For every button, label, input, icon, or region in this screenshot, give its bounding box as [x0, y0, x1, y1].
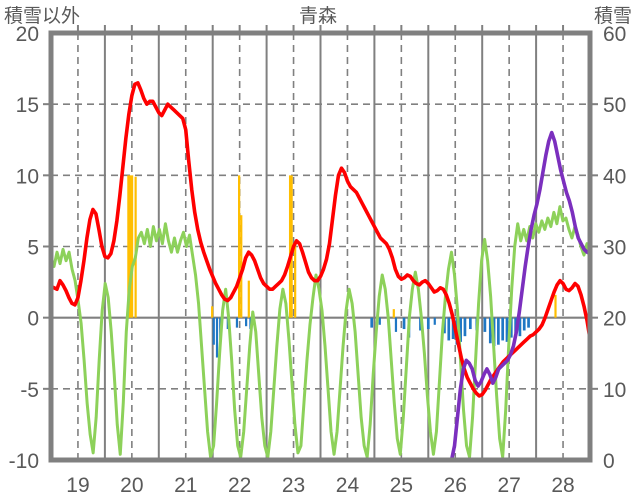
blue-bar: [212, 317, 215, 345]
x-tick-label: 23: [282, 474, 305, 497]
x-tick-label: 25: [390, 474, 413, 497]
purple-line: [51, 130, 590, 460]
x-tick-label: 21: [174, 474, 197, 497]
data-lines: [51, 81, 590, 460]
blue-bar: [447, 317, 451, 341]
orange-bar: [288, 175, 293, 318]
x-tick-label: 27: [497, 474, 520, 497]
left-tick-label: 0: [27, 308, 39, 331]
x-tick-label: 22: [228, 474, 251, 497]
blue-bar: [518, 317, 522, 337]
blue-bar: [509, 317, 513, 338]
orange-bar: [392, 309, 395, 318]
right-tick-label: 40: [603, 165, 626, 188]
right-tick-label: 20: [603, 308, 626, 331]
right-tick-label: 30: [603, 237, 626, 260]
blue-bar: [497, 317, 500, 345]
blue-bar: [215, 317, 219, 358]
orange-bar: [247, 280, 250, 318]
blue-bar: [527, 317, 530, 328]
right-tick-label: 10: [603, 379, 626, 402]
left-tick-label: -5: [20, 379, 39, 402]
axis-ticks: [43, 25, 598, 390]
right-tick-label: 0: [603, 450, 615, 473]
blue-bar: [459, 317, 462, 342]
x-tick-label: 28: [551, 474, 574, 497]
blue-bar: [501, 317, 505, 341]
blue-bar: [370, 317, 374, 328]
orange-bar: [554, 294, 557, 318]
blue-bar: [402, 317, 406, 330]
blue-bar: [245, 317, 248, 327]
blue-bar: [419, 317, 422, 331]
blue-bar: [378, 317, 381, 325]
orange-bar: [238, 175, 241, 318]
right-axis-title: 積雪: [594, 5, 632, 27]
right-tick-label: 50: [603, 94, 626, 117]
left-tick-label: 20: [16, 23, 39, 46]
x-tick-label: 24: [336, 474, 360, 497]
blue-bar: [505, 317, 509, 342]
blue-bar: [483, 317, 487, 332]
left-tick-label: 5: [27, 237, 39, 260]
x-tick-label: 20: [120, 474, 143, 497]
orange-bar: [127, 175, 134, 318]
left-tick-label: 10: [16, 165, 39, 188]
left-axis-title: 積雪以外: [4, 5, 80, 27]
blue-bar: [235, 317, 239, 328]
blue-bar: [394, 317, 398, 332]
orange-bar: [211, 306, 214, 318]
green-line: [51, 205, 590, 459]
left-tick-label: -10: [9, 450, 39, 473]
plot-frame: [48, 30, 593, 463]
x-tick-label: 19: [66, 474, 89, 497]
blue-bar: [433, 317, 436, 325]
left-tick-label: 15: [16, 94, 39, 117]
blue-bar: [468, 317, 472, 330]
blue-bar: [463, 317, 467, 337]
x-tick-label: 26: [444, 474, 467, 497]
blue-bar: [451, 317, 455, 340]
orange-bar: [240, 215, 243, 318]
blue-bar: [488, 317, 492, 344]
chart-title: 青森: [299, 5, 337, 27]
blue-bar: [522, 317, 526, 331]
blue-bar: [426, 317, 430, 330]
right-tick-label: 60: [603, 23, 626, 46]
orange-bar: [294, 243, 297, 318]
